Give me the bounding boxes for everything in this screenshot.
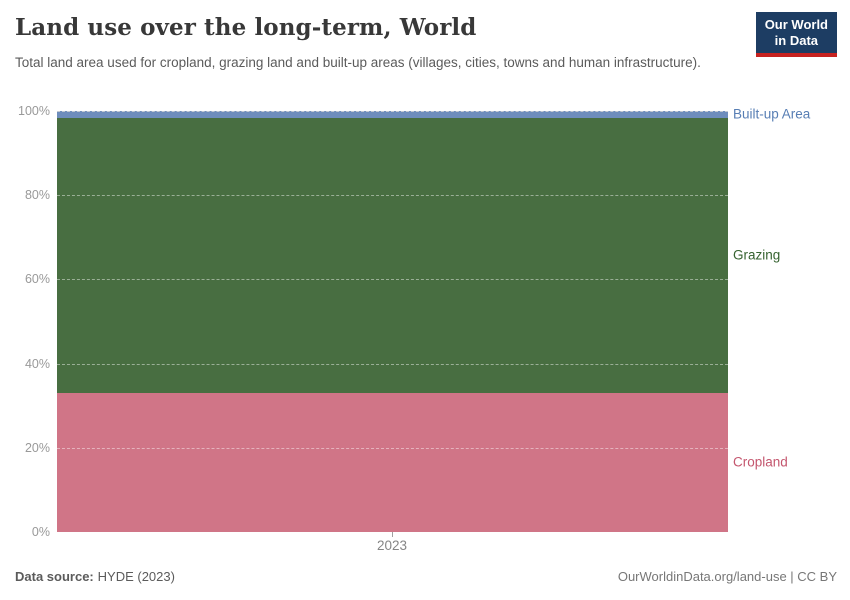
y-tick-label-80: 80% xyxy=(24,188,50,203)
series-label-cropland: Cropland xyxy=(733,454,788,470)
area-band-cropland[interactable] xyxy=(57,392,728,532)
chart-subtitle: Total land area used for cropland, grazi… xyxy=(15,55,701,70)
gridline-100 xyxy=(57,111,728,112)
series-label-grazing: Grazing xyxy=(733,247,781,263)
owid-logo[interactable]: Our World in Data xyxy=(755,12,837,57)
gridline-20 xyxy=(57,447,728,449)
series-label-built-up-area: Built-up Area xyxy=(733,106,811,122)
series-labels: Cropland Grazing Built-up Area xyxy=(733,107,843,532)
data-source-label: Data source: xyxy=(15,569,94,584)
page-title: Land use over the long-term, World xyxy=(15,14,477,41)
data-source-line: Data source: HYDE (2023) xyxy=(15,569,175,584)
area-band-built-up-area[interactable] xyxy=(57,111,728,118)
y-tick-label-0: 0% xyxy=(31,525,50,539)
y-tick-label-100: 100% xyxy=(18,104,50,118)
data-source-value: HYDE (2023) xyxy=(97,569,175,584)
plot-area[interactable] xyxy=(57,111,728,532)
y-axis-labels: 0% 20% 40% 60% 80% 100% xyxy=(0,104,50,539)
y-tick-label-20: 20% xyxy=(24,440,50,455)
gridline-80 xyxy=(57,195,728,197)
attribution-link[interactable]: OurWorldinData.org/land-use | CC BY xyxy=(617,569,837,584)
area-band-grazing[interactable] xyxy=(57,117,728,393)
y-tick-label-40: 40% xyxy=(24,356,50,371)
x-axis-tick-label: 2023 xyxy=(376,538,408,553)
gridline-60 xyxy=(57,279,728,281)
x-axis-tick-mark xyxy=(392,532,393,537)
owid-logo-line2: in Data xyxy=(774,33,819,49)
y-tick-label-60: 60% xyxy=(24,272,50,287)
owid-logo-line1: Our World xyxy=(764,17,828,32)
gridline-40 xyxy=(57,363,728,365)
